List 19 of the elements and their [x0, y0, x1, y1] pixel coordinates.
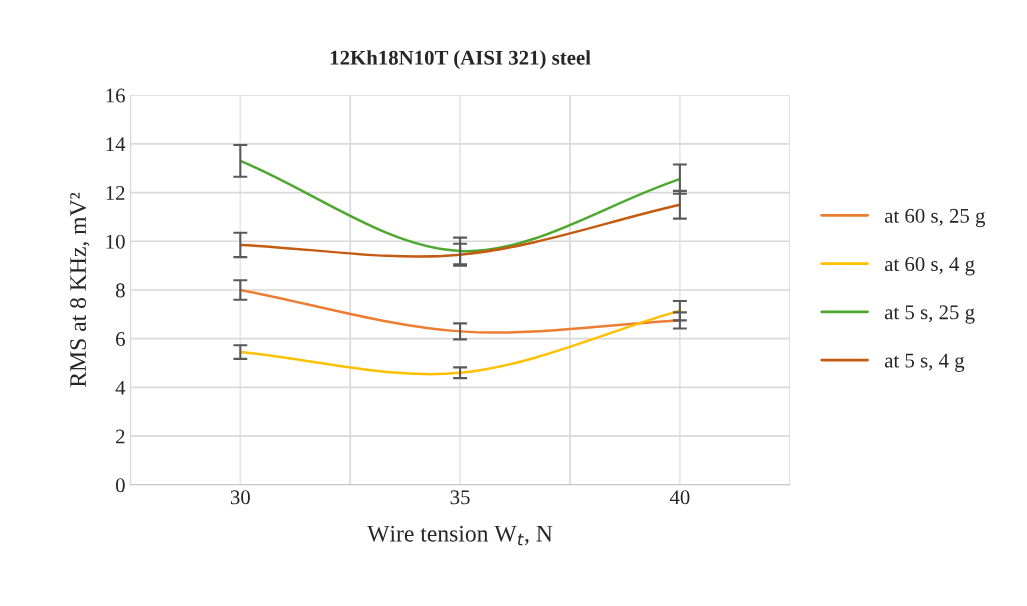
x-axis-title: Wire tension W$_{t}$, N	[367, 525, 553, 546]
y-axis-title: RMS at 8 KHz, mV²	[70, 192, 90, 387]
y-tick-label: 10	[106, 234, 125, 249]
y-tick-label: 8	[115, 283, 125, 298]
y-tick-label: 14	[106, 137, 126, 152]
y-tick-label: 2	[116, 429, 125, 444]
chart-title: 12Kh18N10T (AISI 321) steel	[330, 50, 591, 70]
x-tick-label: 40	[669, 490, 690, 505]
legend-label: at 5 s, 25 g	[884, 305, 975, 324]
x-tick-label: 35	[450, 490, 470, 505]
y-tick-label: 4	[115, 380, 126, 395]
x-tick-label: 30	[230, 490, 250, 505]
legend-label: at 60 s, 25 g	[884, 208, 986, 228]
y-tick-label: 12	[106, 185, 125, 200]
legend-label: at 60 s, 4 g	[884, 257, 975, 276]
legend-label: at 5 s, 4 g	[884, 353, 965, 372]
y-tick-label: 16	[106, 88, 125, 103]
y-tick-label: 0	[115, 478, 125, 493]
y-tick-label: 6	[116, 332, 125, 347]
